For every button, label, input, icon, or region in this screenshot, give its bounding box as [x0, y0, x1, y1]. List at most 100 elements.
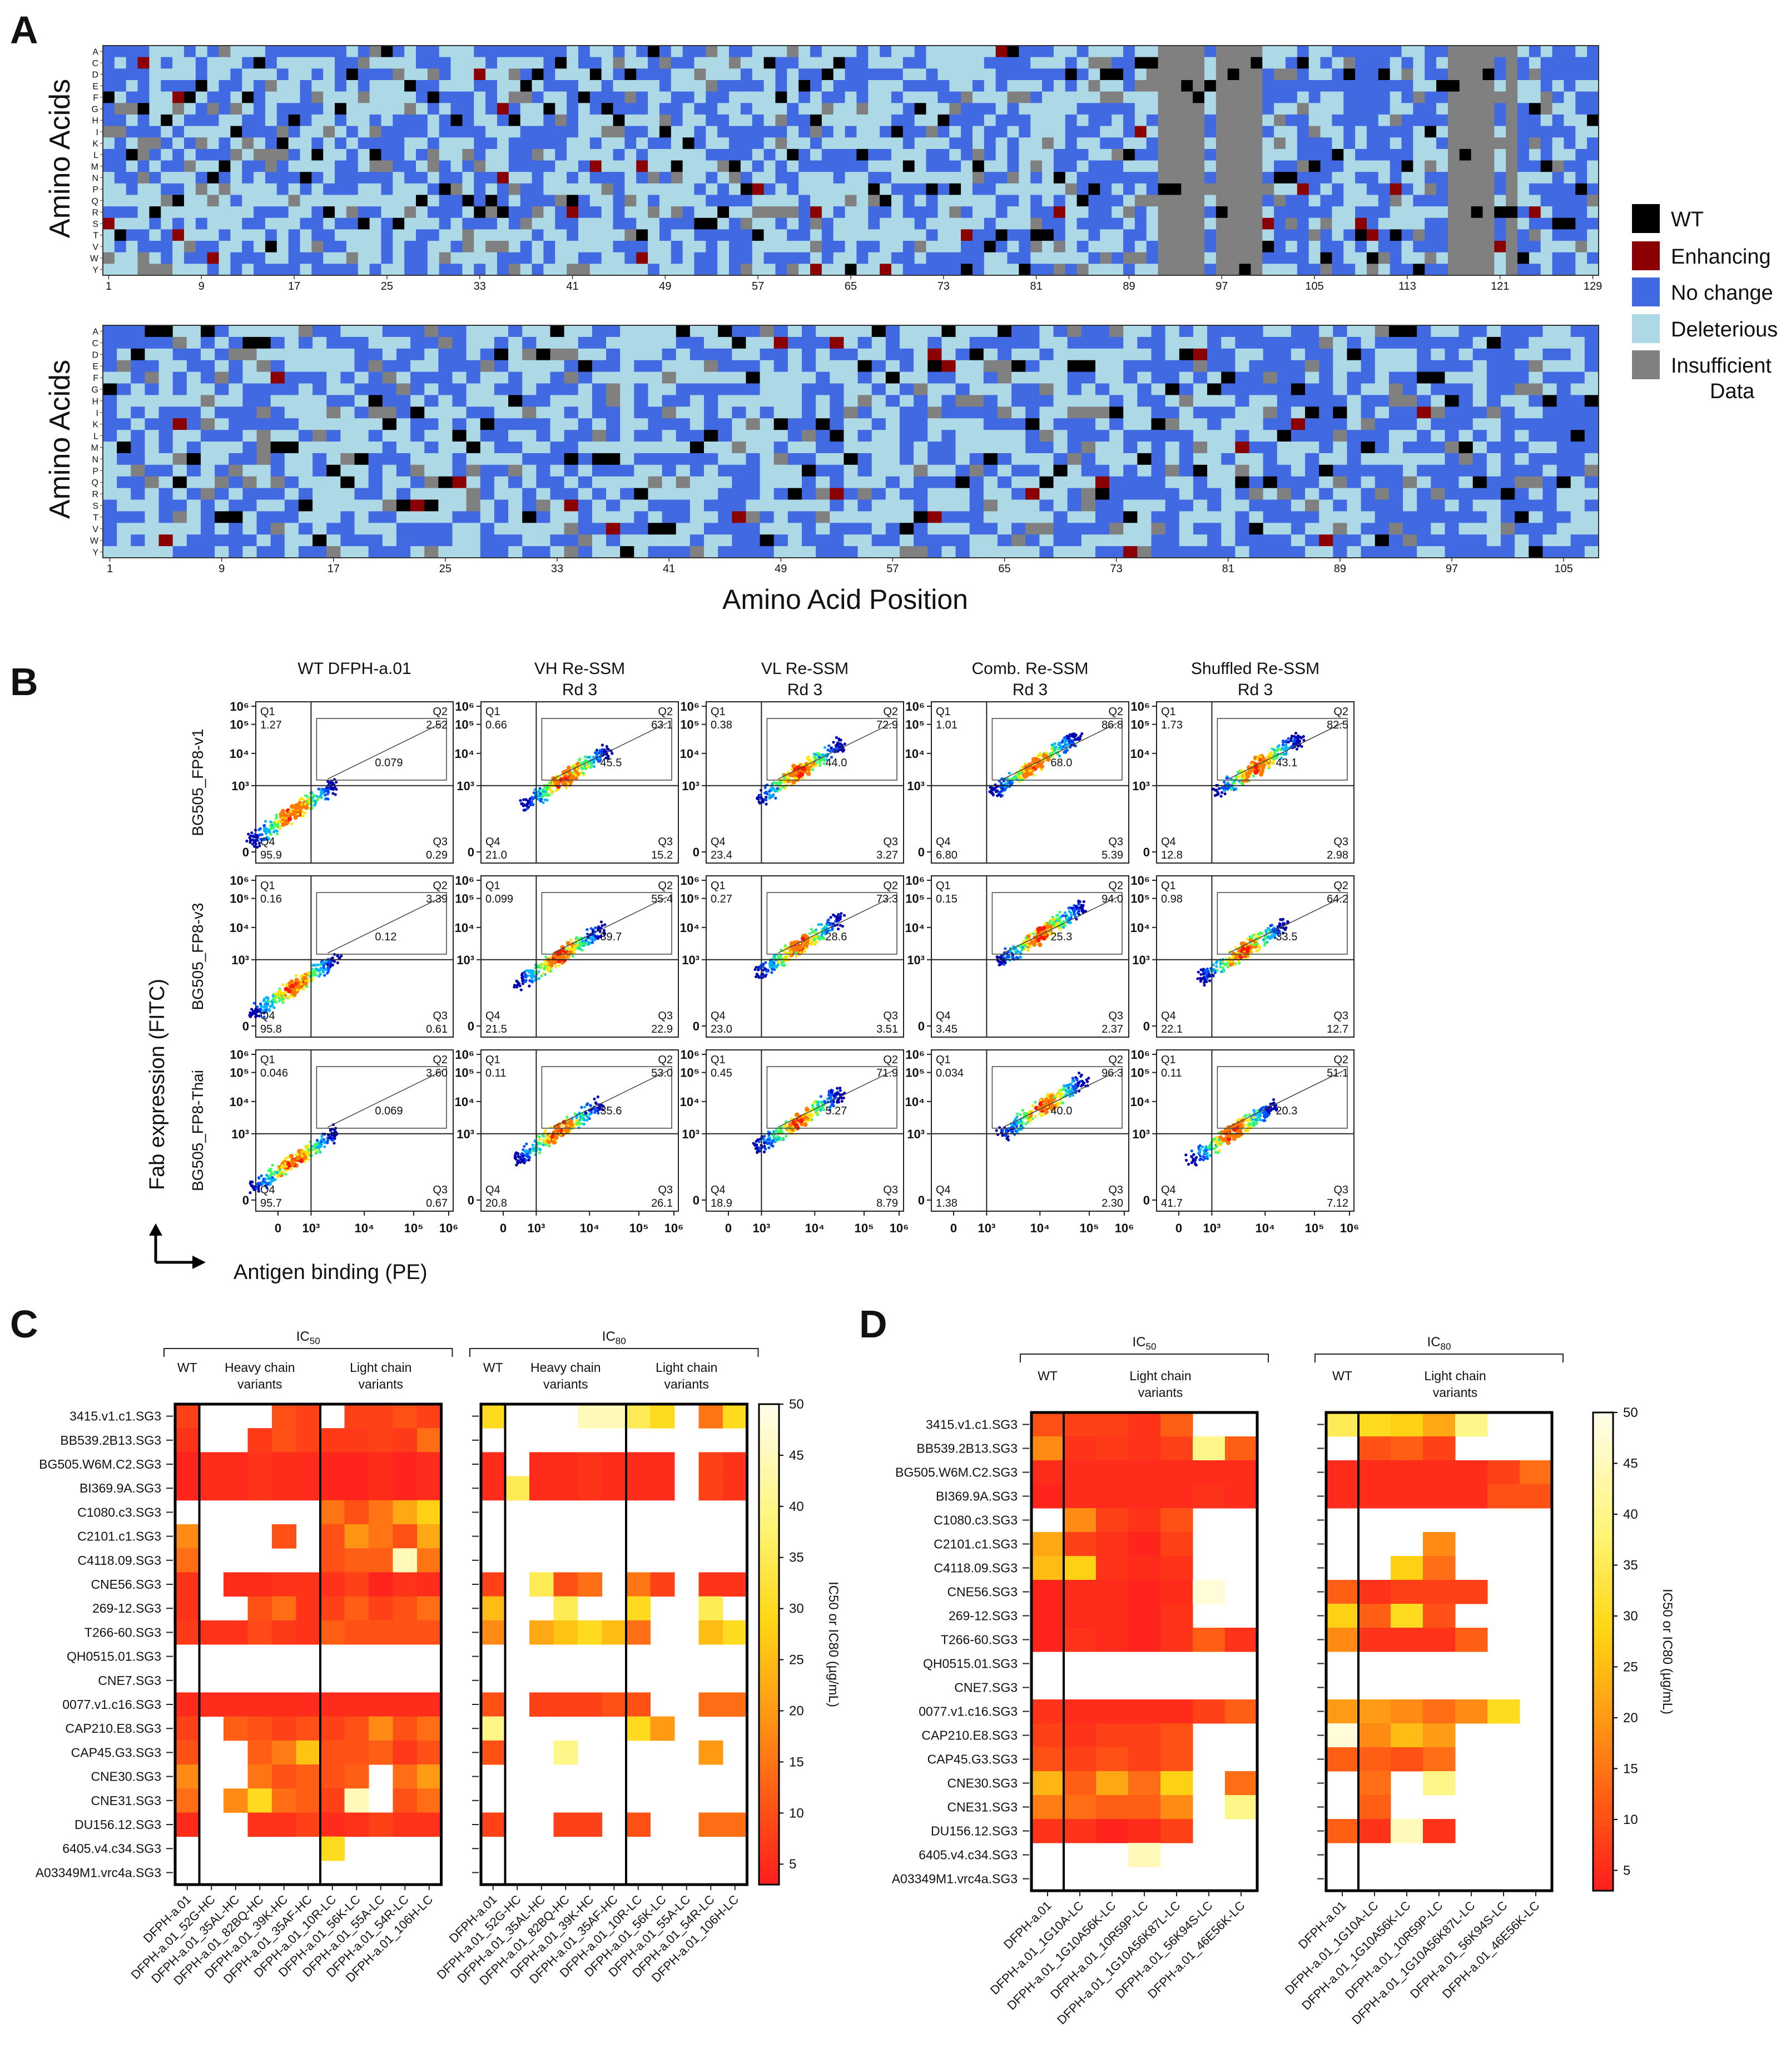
- flow-y-tick: 10⁵: [230, 718, 249, 732]
- flow-y-tick: 10⁶: [230, 700, 249, 713]
- ssm-cell: [1305, 407, 1319, 419]
- ssm-cell: [466, 534, 481, 547]
- ssm-cell: [763, 217, 776, 230]
- ssm-cell: [567, 103, 579, 115]
- ssm-cell: [424, 464, 439, 477]
- ssm-cell: [775, 46, 787, 58]
- ssm-cell: [103, 148, 115, 161]
- ssm-cell: [145, 511, 160, 523]
- ssm-cell: [1305, 325, 1319, 338]
- ssm-cell: [1042, 68, 1054, 81]
- ssm-cell: [648, 57, 660, 69]
- ssm-cell: [1431, 453, 1446, 465]
- ssm-cell: [1123, 103, 1135, 115]
- ssm-cell: [1378, 126, 1391, 138]
- ssm-cell: [114, 148, 127, 161]
- ssm-cell: [346, 103, 359, 115]
- ssm-cell: [1291, 511, 1306, 523]
- ssm-cell: [648, 534, 663, 547]
- ssm-cell: [161, 57, 173, 69]
- ssm-cell: [298, 488, 313, 500]
- flow-y-tick: 10⁴: [680, 921, 699, 935]
- ssm-cell: [158, 336, 173, 349]
- ssm-cell: [868, 126, 880, 138]
- ssm-cell: [1235, 325, 1250, 338]
- ssm-cell: [880, 126, 892, 138]
- ssm-cell: [1501, 407, 1515, 419]
- ssm-cell: [1216, 68, 1228, 81]
- ssm-cell: [284, 336, 299, 349]
- ssm-cell: [1540, 114, 1553, 127]
- ssm-cell: [1158, 172, 1170, 184]
- ssm-cell: [358, 195, 370, 207]
- ssm-cell: [368, 499, 383, 512]
- ssm-cell: [550, 453, 565, 465]
- q1-value: 0.38: [711, 719, 732, 731]
- ssm-cell: [172, 183, 185, 196]
- ssm-cell: [902, 80, 915, 92]
- ssm-cell: [219, 91, 231, 103]
- ssm-cell: [1355, 206, 1367, 219]
- ssm-cell: [1249, 499, 1264, 512]
- ssm-cell: [798, 252, 811, 264]
- ssm-cell: [899, 442, 914, 454]
- ssm-cell: [763, 264, 776, 276]
- ssm-cell: [1039, 453, 1054, 465]
- ssm-cell: [1207, 511, 1222, 523]
- ssm-cell: [200, 348, 215, 361]
- ssm-cell: [288, 252, 301, 264]
- ssm-cell: [1388, 325, 1403, 338]
- ssm-cell: [902, 57, 915, 69]
- q2-label: Q2: [1108, 880, 1123, 892]
- ssm-cell: [200, 371, 215, 384]
- ssm-cell: [1556, 383, 1571, 395]
- ssm-cell: [1285, 183, 1298, 196]
- ssm-cell: [1552, 183, 1565, 196]
- ssm-cell: [1165, 418, 1180, 430]
- ssm-cell: [183, 206, 196, 219]
- ssm-cell: [1343, 80, 1356, 92]
- ssm-cell: [131, 395, 146, 407]
- ssm-cell: [480, 360, 495, 373]
- ssm-cell: [1067, 360, 1082, 373]
- ssm-cell: [1436, 206, 1448, 219]
- ssm-cell: [1529, 407, 1544, 419]
- ssm-cell: [914, 91, 927, 103]
- ssm-cell: [410, 407, 425, 419]
- ssm-cell: [949, 252, 961, 264]
- ssm-cell: [729, 195, 741, 207]
- ssm-cell: [810, 229, 822, 241]
- ssm-cell: [1291, 430, 1306, 442]
- ssm-cell: [200, 523, 215, 535]
- amino-acid-label: R: [92, 490, 98, 499]
- ssm-cell: [396, 442, 411, 454]
- ssm-cell: [926, 80, 938, 92]
- ssm-cell: [1207, 546, 1222, 558]
- ssm-cell: [368, 360, 383, 373]
- ssm-cell: [1366, 264, 1379, 276]
- ssm-cell: [624, 57, 637, 69]
- ssm-cell: [578, 217, 591, 230]
- ssm-cell: [798, 91, 811, 103]
- ssm-cell: [885, 325, 900, 338]
- ssm-cell: [1347, 407, 1362, 419]
- ssm-cell: [1251, 195, 1263, 207]
- ssm-cell: [1529, 183, 1541, 196]
- ssm-cell: [396, 371, 411, 384]
- ssm-cell: [787, 476, 802, 489]
- ssm-cell: [396, 383, 411, 395]
- ssm-cell: [636, 160, 648, 172]
- ssm-cell: [704, 395, 718, 407]
- ssm-cell: [1179, 430, 1194, 442]
- ssm-cell: [393, 103, 405, 115]
- ssm-cell: [311, 114, 324, 127]
- ssm-cell: [1249, 418, 1264, 430]
- ssm-cell: [969, 360, 984, 373]
- ssm-cell: [396, 534, 411, 547]
- q2-value: 86.8: [1102, 719, 1123, 731]
- ssm-cell: [729, 206, 741, 219]
- ssm-cell: [620, 430, 634, 442]
- ssm-cell: [126, 195, 138, 207]
- ssm-cell: [1515, 442, 1529, 454]
- ssm-cell: [346, 160, 359, 172]
